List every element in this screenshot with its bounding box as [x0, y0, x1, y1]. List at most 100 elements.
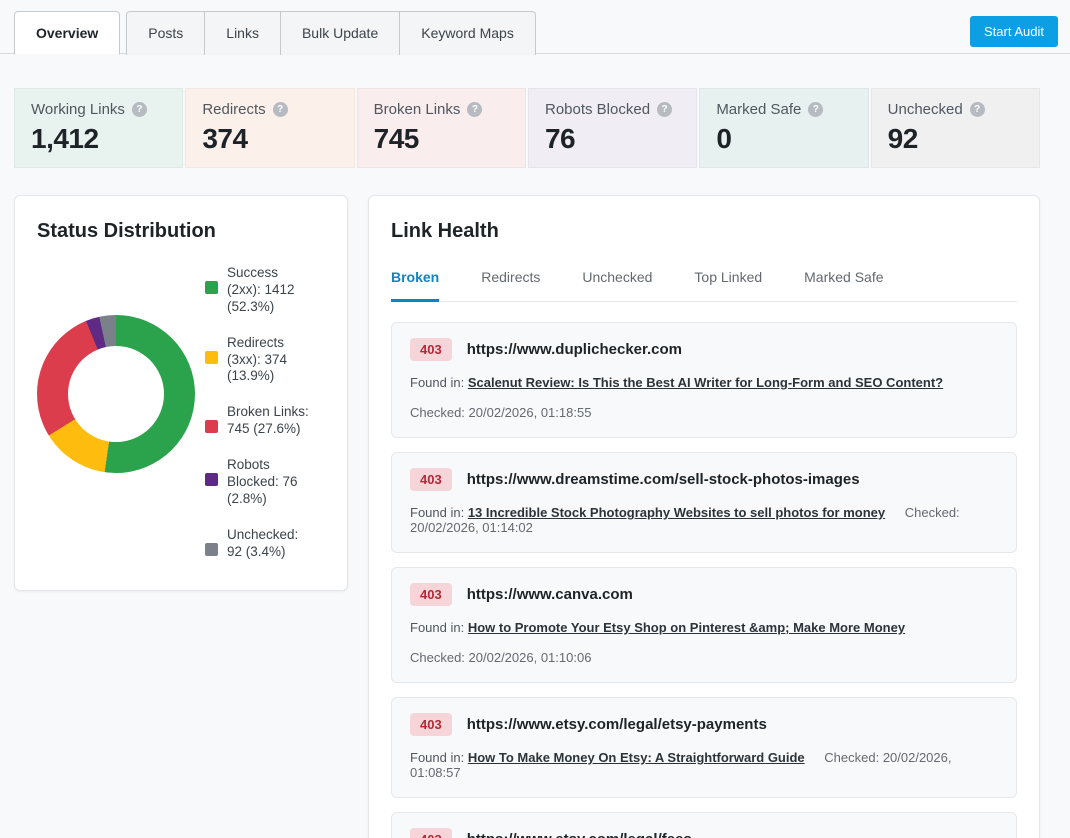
stat-value: 374 [202, 123, 248, 154]
legend-label: Success (2xx): 1412 (52.3%) [227, 265, 295, 314]
found-in-label: Found in: [410, 375, 468, 390]
checked-row: Checked: 20/02/2026, 01:18:55 [410, 405, 998, 420]
legend-swatch [205, 473, 218, 486]
nav-tab-label: Overview [36, 25, 99, 41]
help-icon[interactable]: ? [272, 102, 288, 117]
stat-label-row: Robots Blocked ? [545, 101, 680, 118]
link-health-tab[interactable]: Broken [391, 269, 440, 302]
status-chart-area: Success (2xx): 1412 (52.3%) Redirects (3… [37, 265, 325, 560]
stat-card: Broken Links ? 745 [356, 88, 526, 168]
link-card-header: 403 https://www.etsy.com/legal/etsy-paym… [410, 713, 998, 736]
main-nav-tab[interactable]: Keyword Maps [400, 11, 536, 55]
stat-card: Working Links ? 1,412 [14, 88, 184, 168]
donut-wrapper [37, 265, 205, 560]
found-in-label: Found in: [410, 750, 468, 765]
help-icon[interactable]: ? [467, 102, 483, 117]
found-in-row: Found in: How To Make Money On Etsy: A S… [410, 750, 998, 780]
list-item: 403 https://www.canva.com Found in: How … [391, 567, 1017, 683]
legend-label: Unchecked: 92 (3.4%) [227, 526, 299, 559]
found-in-link[interactable]: Scalenut Review: Is This the Best AI Wri… [467, 375, 944, 390]
main-nav-tab[interactable]: Overview [14, 11, 121, 55]
legend-item: Robots Blocked: 76 (2.8%) [205, 457, 315, 508]
stat-label: Unchecked [887, 101, 963, 118]
found-in-label: Found in: [410, 620, 468, 635]
found-in-link[interactable]: How to Promote Your Etsy Shop on Pintere… [467, 620, 906, 635]
link-health-tab-label: Marked Safe [804, 269, 884, 285]
link-health-tab[interactable]: Redirects [481, 269, 540, 302]
link-health-tab-label: Broken [391, 269, 440, 285]
link-card-header: 403 https://www.dreamstime.com/sell-stoc… [410, 468, 998, 491]
legend-label: Robots Blocked: 76 (2.8%) [227, 457, 298, 506]
found-in-link[interactable]: 13 Incredible Stock Photography Websites… [467, 505, 886, 520]
found-in-row: Found in: Scalenut Review: Is This the B… [410, 375, 998, 390]
stat-value: 745 [373, 123, 420, 154]
link-url: https://www.duplichecker.com [466, 341, 683, 358]
start-audit-button[interactable]: Start Audit [970, 16, 1058, 47]
found-in-row: Found in: 13 Incredible Stock Photograph… [410, 505, 998, 535]
checked-row: Checked: 20/02/2026, 01:10:06 [410, 650, 998, 665]
link-health-tab-label: Top Linked [694, 269, 763, 285]
status-badge: 403 [410, 338, 452, 361]
status-badge: 403 [410, 713, 452, 736]
broken-links-list: 403 https://www.duplichecker.com Found i… [391, 322, 1017, 838]
main-nav-tab[interactable]: Links [205, 11, 281, 55]
link-url: https://www.canva.com [466, 586, 633, 603]
status-badge: 403 [410, 468, 452, 491]
status-badge: 403 [410, 828, 452, 838]
checked-timestamp-inline: Checked: 20/02/2026, 01:08:57 [410, 750, 952, 780]
link-url: https://www.etsy.com/legal/fees [467, 831, 692, 838]
main-nav-tabs: Overview Posts Links Bulk Update Keyword Map… [14, 10, 1070, 55]
nav-tab-label: Keyword Maps [421, 25, 514, 41]
help-icon[interactable]: ? [657, 102, 673, 117]
status-badge: 403 [410, 583, 452, 606]
legend-label: Broken Links: 745 (27.6%) [227, 404, 309, 437]
help-icon[interactable]: ? [808, 102, 824, 117]
main-nav-tab[interactable]: Bulk Update [280, 11, 401, 55]
stats-summary-row: Working Links ? 1,412 Redirects ? 374 Br… [14, 88, 1040, 168]
link-url: https://www.etsy.com/legal/etsy-payments [466, 716, 767, 733]
link-health-tab-label: Unchecked [582, 269, 653, 285]
stat-value: 0 [716, 123, 732, 154]
link-health-tab[interactable]: Marked Safe [804, 269, 883, 302]
help-icon[interactable]: ? [131, 102, 147, 117]
status-donut-chart [37, 315, 195, 473]
top-tab-bar: Overview Posts Links Bulk Update Keyword Map… [0, 0, 1070, 55]
link-card-header: 403 https://www.etsy.com/legal/fees [410, 828, 998, 838]
stat-value: 1,412 [31, 123, 99, 154]
stat-label: Marked Safe [716, 101, 802, 118]
legend-item: Redirects (3xx): 374 (13.9%) [205, 335, 315, 386]
help-icon[interactable]: ? [969, 102, 985, 117]
legend-item: Broken Links: 745 (27.6%) [205, 404, 315, 438]
nav-tab-label: Links [226, 25, 259, 41]
link-health-tab-label: Redirects [481, 269, 541, 285]
chart-legend: Success (2xx): 1412 (52.3%) Redirects (3… [205, 265, 315, 560]
nav-tab-label: Posts [148, 25, 184, 41]
list-item: 403 https://www.etsy.com/legal/fees Foun… [391, 812, 1017, 838]
stat-label: Working Links [31, 101, 125, 118]
stat-label: Robots Blocked [544, 101, 651, 118]
checked-timestamp: Checked: 20/02/2026, 01:10:06 [410, 650, 592, 665]
stat-card: Unchecked ? 92 [870, 88, 1040, 168]
stat-value: 92 [887, 123, 919, 154]
status-distribution-title: Status Distribution [37, 220, 216, 242]
found-in-label: Found in: [410, 505, 468, 520]
status-distribution-panel: Status Distribution Success (2xx): 1412 … [14, 195, 348, 592]
legend-label: Redirects (3xx): 374 (13.9%) [227, 334, 288, 384]
link-health-tab[interactable]: Top Linked [694, 269, 762, 302]
legend-swatch [205, 420, 218, 434]
stat-label-row: Redirects ? [202, 101, 337, 118]
list-item: 403 https://www.duplichecker.com Found i… [391, 322, 1017, 438]
main-nav-tab[interactable]: Posts [126, 11, 206, 55]
legend-item: Unchecked: 92 (3.4%) [205, 527, 315, 561]
link-health-tabs: Broken Redirects Unchecked Top Linked Marked… [391, 269, 1017, 302]
list-item: 403 https://www.dreamstime.com/sell-stoc… [391, 452, 1017, 553]
list-item: 403 https://www.etsy.com/legal/etsy-paym… [391, 697, 1017, 798]
checked-timestamp-inline: Checked: 20/02/2026, 01:14:02 [410, 505, 960, 535]
link-health-title: Link Health [391, 220, 499, 242]
found-in-link[interactable]: How To Make Money On Etsy: A Straightfor… [467, 750, 805, 765]
link-card-header: 403 https://www.canva.com [410, 583, 998, 606]
link-url: https://www.dreamstime.com/sell-stock-ph… [466, 471, 860, 488]
stat-label: Redirects [202, 101, 266, 118]
link-health-tab[interactable]: Unchecked [582, 269, 652, 302]
stat-value: 76 [544, 123, 576, 154]
